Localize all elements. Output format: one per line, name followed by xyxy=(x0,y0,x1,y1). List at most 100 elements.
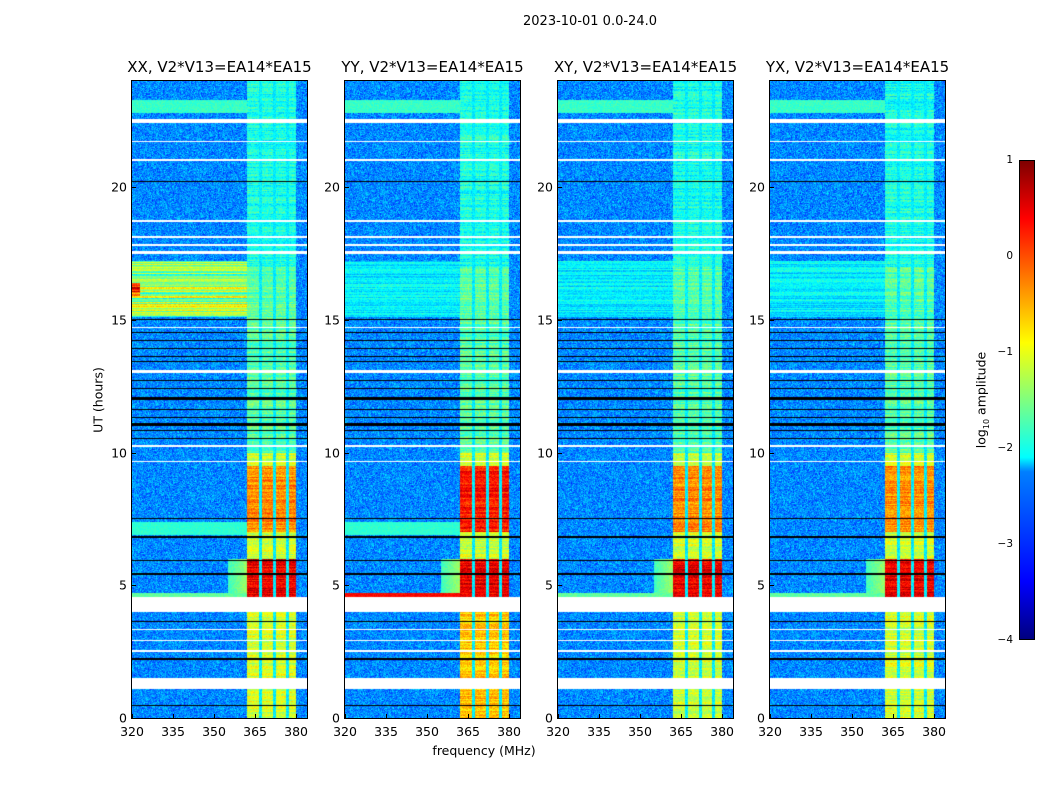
x-tick-label: 380 xyxy=(710,724,734,739)
y-tick-label: 15 xyxy=(324,312,340,328)
heatmap-panel-xy xyxy=(557,80,734,719)
x-tick-mark xyxy=(296,714,298,718)
y-tick-mark xyxy=(132,585,136,587)
x-tick-label: 350 xyxy=(840,724,864,739)
x-tick-mark xyxy=(558,714,559,718)
y-axis-label: UT (hours) xyxy=(90,367,106,433)
x-tick-mark xyxy=(173,714,175,718)
y-tick-label: 15 xyxy=(537,312,553,328)
colorbar-tick-label: −2 xyxy=(997,442,1013,454)
y-tick-label: 10 xyxy=(749,445,765,461)
x-tick-label: 380 xyxy=(497,724,521,739)
y-tick-mark xyxy=(558,585,562,587)
x-tick-label: 350 xyxy=(415,724,439,739)
heatmap-image xyxy=(345,81,520,718)
x-tick-label: 335 xyxy=(587,724,611,739)
colorbar xyxy=(1019,160,1035,640)
x-tick-label: 320 xyxy=(546,724,570,739)
heatmap-image xyxy=(558,81,733,718)
y-tick-label: 10 xyxy=(324,445,340,461)
x-tick-mark xyxy=(386,714,388,718)
x-tick-mark xyxy=(427,714,429,718)
heatmap-image xyxy=(132,81,307,718)
x-tick-label: 320 xyxy=(333,724,357,739)
panel-title: YX, V2*V13=EA14*EA15 xyxy=(765,58,950,76)
y-tick-mark xyxy=(770,585,774,587)
y-tick-mark xyxy=(558,452,562,454)
panel-title: YY, V2*V13=EA14*EA15 xyxy=(341,58,524,76)
x-tick-label: 365 xyxy=(881,724,905,739)
y-tick-mark xyxy=(558,187,562,189)
y-tick-mark xyxy=(345,452,349,454)
y-tick-label: 5 xyxy=(545,577,553,593)
x-tick-label: 335 xyxy=(161,724,185,739)
y-tick-mark xyxy=(770,187,774,189)
colorbar-tick-label: −1 xyxy=(997,346,1013,358)
x-tick-mark xyxy=(722,714,724,718)
x-tick-mark xyxy=(852,714,854,718)
y-tick-label: 20 xyxy=(749,179,765,195)
x-tick-mark xyxy=(255,714,257,718)
x-axis-label: frequency (MHz) xyxy=(432,743,536,758)
heatmap-panel-yy xyxy=(344,80,521,719)
heatmap-image xyxy=(770,81,945,718)
y-tick-mark xyxy=(770,718,774,719)
y-tick-label: 0 xyxy=(119,710,127,726)
y-tick-mark xyxy=(132,319,136,321)
y-tick-mark xyxy=(132,718,136,719)
colorbar-tick-label: −4 xyxy=(997,634,1013,646)
y-tick-label: 10 xyxy=(111,445,127,461)
heatmap-panel-yx xyxy=(769,80,946,719)
heatmap-panel-xx xyxy=(131,80,308,719)
x-tick-label: 380 xyxy=(284,724,308,739)
x-tick-label: 320 xyxy=(120,724,144,739)
y-tick-mark xyxy=(132,187,136,189)
colorbar-label: log10 amplitude xyxy=(973,351,991,449)
colorbar-tick-label: 1 xyxy=(1006,154,1013,166)
colorbar-tick-label: −3 xyxy=(997,538,1013,550)
panel-title: XY, V2*V13=EA14*EA15 xyxy=(553,58,738,76)
panel-title: XX, V2*V13=EA14*EA15 xyxy=(127,58,312,76)
y-tick-mark xyxy=(345,585,349,587)
y-tick-label: 5 xyxy=(757,577,765,593)
y-tick-mark xyxy=(345,718,349,719)
y-tick-mark xyxy=(345,187,349,189)
y-tick-mark xyxy=(770,452,774,454)
x-tick-label: 365 xyxy=(243,724,267,739)
y-tick-label: 15 xyxy=(749,312,765,328)
y-tick-label: 20 xyxy=(537,179,553,195)
x-tick-label: 365 xyxy=(669,724,693,739)
y-tick-label: 20 xyxy=(324,179,340,195)
x-tick-label: 350 xyxy=(628,724,652,739)
y-tick-label: 10 xyxy=(537,445,553,461)
x-tick-mark xyxy=(509,714,511,718)
x-tick-mark xyxy=(681,714,683,718)
x-tick-mark xyxy=(468,714,470,718)
y-tick-label: 15 xyxy=(111,312,127,328)
y-tick-mark xyxy=(558,319,562,321)
x-tick-mark xyxy=(599,714,601,718)
colorbar-tick-label: 0 xyxy=(1006,250,1013,262)
y-tick-mark xyxy=(558,718,562,719)
x-tick-label: 350 xyxy=(202,724,226,739)
y-tick-label: 5 xyxy=(332,577,340,593)
y-tick-label: 0 xyxy=(332,710,340,726)
y-tick-mark xyxy=(770,319,774,321)
x-tick-mark xyxy=(132,714,133,718)
y-tick-label: 0 xyxy=(757,710,765,726)
y-tick-label: 0 xyxy=(545,710,553,726)
y-tick-label: 20 xyxy=(111,179,127,195)
x-tick-label: 380 xyxy=(922,724,946,739)
x-tick-mark xyxy=(770,714,771,718)
x-tick-mark xyxy=(934,714,936,718)
x-tick-mark xyxy=(345,714,346,718)
x-tick-label: 365 xyxy=(456,724,480,739)
y-tick-label: 5 xyxy=(119,577,127,593)
x-tick-mark xyxy=(214,714,216,718)
x-tick-label: 320 xyxy=(758,724,782,739)
figure-title: 2023-10-01 0.0-24.0 xyxy=(523,14,657,29)
y-tick-mark xyxy=(132,452,136,454)
x-tick-mark xyxy=(811,714,813,718)
x-tick-mark xyxy=(893,714,895,718)
